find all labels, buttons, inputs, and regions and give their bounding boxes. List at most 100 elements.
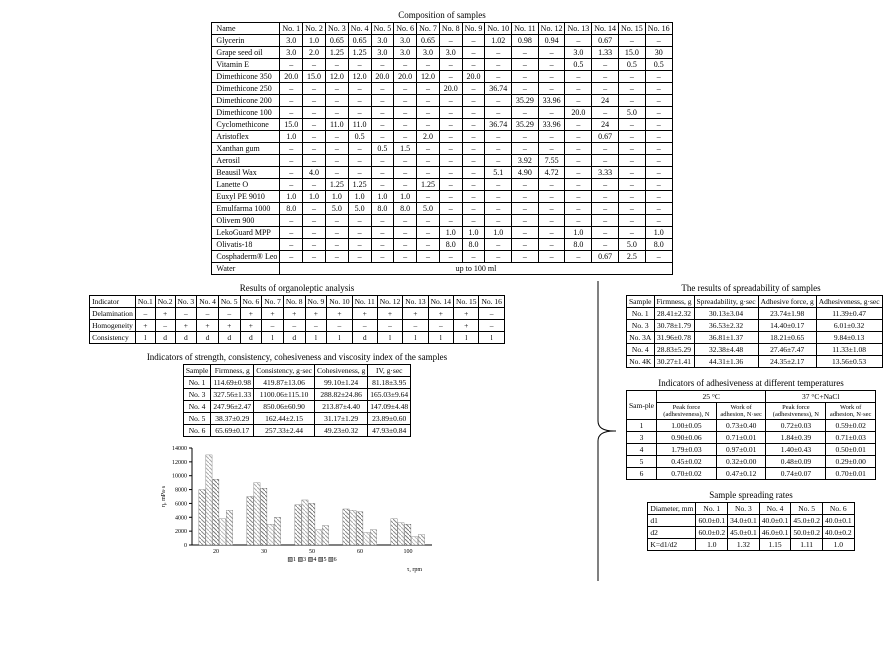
comp-cell: 0.5 <box>371 143 394 155</box>
rates-table-header: No. 1 <box>696 503 728 515</box>
strength-title: Indicators of strength, consistency, coh… <box>8 352 586 362</box>
comp-cell: 3.0 <box>417 47 440 59</box>
comp-cell: 15.0 <box>280 119 303 131</box>
comp-cell: – <box>303 227 326 239</box>
comp-cell: 0.65 <box>417 35 440 47</box>
comp-cell: – <box>565 35 592 47</box>
comp-cell: – <box>512 71 538 83</box>
comp-cell: – <box>417 239 440 251</box>
organo-table-cell: d <box>240 332 262 344</box>
comp-cell: – <box>485 71 512 83</box>
organo-table-cell: + <box>403 308 428 320</box>
organo-table-header: No. 13 <box>403 296 428 308</box>
comp-header: No. 4 <box>348 23 371 35</box>
strength-table-cell: 288.82±24.86 <box>314 389 367 401</box>
comp-cell: – <box>565 143 592 155</box>
comp-cell: – <box>485 47 512 59</box>
organo-table-cell: d <box>155 332 175 344</box>
organo-table-cell: d <box>283 332 305 344</box>
comp-cell: – <box>538 107 565 119</box>
strength-table-cell: 162.44±2.15 <box>254 413 315 425</box>
comp-cell: – <box>348 95 371 107</box>
comp-cell: 5.0 <box>619 239 646 251</box>
comp-cell: 5.1 <box>485 167 512 179</box>
comp-cell: – <box>371 131 394 143</box>
spread-table-cell: No. 4 <box>627 344 655 356</box>
organo-table-header: No. 11 <box>352 296 377 308</box>
comp-header: No. 13 <box>565 23 592 35</box>
comp-cell: 33.96 <box>538 119 565 131</box>
comp-cell: – <box>645 215 672 227</box>
comp-cell: – <box>592 83 619 95</box>
comp-cell: Aerosil <box>212 155 280 167</box>
comp-cell: – <box>280 167 303 179</box>
comp-cell: – <box>462 95 485 107</box>
organo-table-cell: – <box>327 320 352 332</box>
rates-table-cell: 1.0 <box>696 539 728 551</box>
comp-cell: 11.0 <box>348 119 371 131</box>
organo-table-cell: d <box>197 332 219 344</box>
spread-table-cell: No. 4K <box>627 356 655 368</box>
adh-cell: 0.50±0.01 <box>826 444 876 456</box>
comp-cell: 0.5 <box>348 131 371 143</box>
comp-cell: – <box>417 59 440 71</box>
rates-table-cell: 1.15 <box>759 539 791 551</box>
comp-cell: 3.33 <box>592 167 619 179</box>
comp-cell: – <box>439 215 462 227</box>
comp-cell: – <box>280 215 303 227</box>
comp-cell: – <box>619 179 646 191</box>
comp-cell: – <box>280 155 303 167</box>
comp-cell: – <box>439 251 462 263</box>
comp-cell: – <box>348 59 371 71</box>
organo-table-header: No. 6 <box>240 296 262 308</box>
organo-table-cell: – <box>175 308 197 320</box>
comp-cell: – <box>619 191 646 203</box>
svg-text:τ, rpm: τ, rpm <box>407 567 422 573</box>
comp-cell: – <box>348 239 371 251</box>
spread-table-cell: 30.13±3.04 <box>694 308 758 320</box>
comp-cell: Olivem 900 <box>212 215 280 227</box>
comp-cell: 20.0 <box>394 71 417 83</box>
strength-table-cell: 850.06±60.90 <box>254 401 315 413</box>
organo-table-cell: + <box>240 308 262 320</box>
organo-table-cell: Delamination <box>90 308 136 320</box>
comp-cell: – <box>512 191 538 203</box>
comp-cell: – <box>538 179 565 191</box>
comp-cell: 12.0 <box>325 71 348 83</box>
organo-table-cell: l <box>327 332 352 344</box>
water-value: up to 100 ml <box>280 263 672 275</box>
comp-cell: – <box>645 167 672 179</box>
comp-cell: 1.0 <box>565 227 592 239</box>
adh-cell: 0.70±0.02 <box>657 468 717 480</box>
rates-table-cell: d2 <box>648 527 696 539</box>
comp-cell: Grape seed oil <box>212 47 280 59</box>
comp-cell: 36.74 <box>485 119 512 131</box>
comp-cell: – <box>417 107 440 119</box>
comp-cell: – <box>325 143 348 155</box>
organoleptic-title: Results of organoleptic analysis <box>8 283 586 293</box>
strength-table-cell: 65.69±0.17 <box>211 425 254 437</box>
adhesiveness-title: Indicators of adhesiveness at different … <box>626 378 876 388</box>
organo-table-header: No. 15 <box>454 296 479 308</box>
adh-cell: 0.72±0.03 <box>766 420 826 432</box>
strength-table-cell: 81.18±3.95 <box>368 377 411 389</box>
rates-table-header: No. 4 <box>759 503 791 515</box>
rates-table-header: No. 6 <box>822 503 854 515</box>
organo-table-cell: – <box>305 320 327 332</box>
comp-cell: – <box>565 203 592 215</box>
comp-header: No. 11 <box>512 23 538 35</box>
strength-table-cell: 247.96±2.47 <box>211 401 254 413</box>
spread-table-cell: 27.46±7.47 <box>758 344 816 356</box>
comp-cell: – <box>394 59 417 71</box>
comp-cell: 1.25 <box>325 47 348 59</box>
comp-cell: – <box>538 251 565 263</box>
comp-cell: – <box>280 179 303 191</box>
comp-cell: 2.0 <box>303 47 326 59</box>
comp-cell: – <box>371 155 394 167</box>
adh-cell: 0.47±0.12 <box>716 468 766 480</box>
spread-table-cell: 31.96±0.78 <box>654 332 694 344</box>
comp-cell: – <box>619 35 646 47</box>
comp-cell: – <box>512 107 538 119</box>
comp-cell: – <box>538 59 565 71</box>
comp-header: No. 2 <box>303 23 326 35</box>
